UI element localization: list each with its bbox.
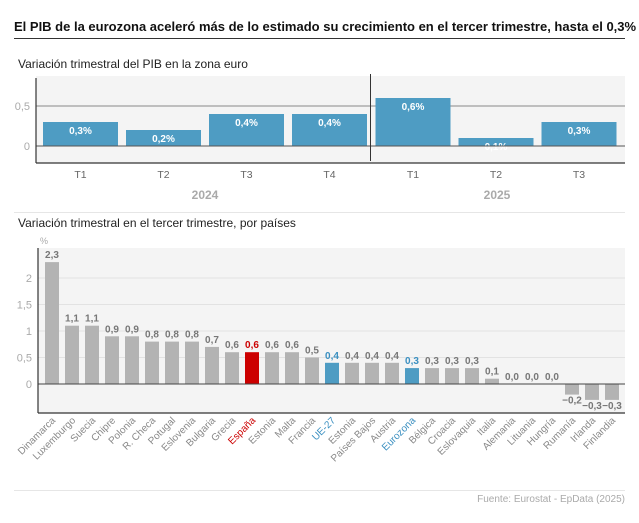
bar-value-label: 0,3% bbox=[69, 126, 92, 137]
bar bbox=[65, 325, 79, 384]
x-tick-label: T1 bbox=[74, 169, 86, 181]
bar-value-label: 0,3% bbox=[568, 126, 591, 137]
bar bbox=[126, 130, 201, 146]
y-tick-label: 0,5 bbox=[15, 101, 30, 113]
bar-value-label: 0,4 bbox=[365, 351, 379, 362]
bar-value-label: 0,3 bbox=[405, 356, 419, 367]
bar bbox=[585, 384, 599, 400]
bar-value-label: 0,4 bbox=[325, 351, 339, 362]
bar-value-label: 0,7 bbox=[205, 335, 219, 346]
bar-value-label: 2,3 bbox=[45, 250, 59, 261]
bar bbox=[565, 384, 579, 395]
bar-value-label: 0,4 bbox=[385, 351, 399, 362]
bar-value-label: 0,9 bbox=[105, 324, 119, 335]
bar bbox=[445, 368, 459, 384]
x-tick-label: T2 bbox=[157, 169, 169, 181]
bar-value-label: 0,3 bbox=[465, 356, 479, 367]
bar bbox=[125, 336, 139, 384]
bar bbox=[345, 362, 359, 384]
bar bbox=[185, 341, 199, 384]
bar bbox=[465, 368, 479, 384]
bar bbox=[458, 138, 534, 146]
bar-value-label: 0,9 bbox=[125, 324, 139, 335]
bar-value-label: 0,4% bbox=[318, 118, 341, 129]
bar bbox=[605, 384, 619, 400]
bar bbox=[105, 336, 119, 384]
bar bbox=[385, 362, 399, 384]
bar bbox=[265, 352, 279, 384]
bar-value-label: 1,1 bbox=[85, 314, 99, 325]
title-divider bbox=[14, 38, 625, 39]
year-label: 2025 bbox=[484, 188, 511, 202]
bar bbox=[165, 341, 179, 384]
bar bbox=[305, 357, 319, 384]
bar-value-label: 0,0 bbox=[525, 372, 539, 383]
bar bbox=[45, 262, 59, 384]
bar bbox=[205, 346, 219, 384]
bar-value-label: 0,8 bbox=[165, 330, 179, 341]
bar-value-label: 0,3 bbox=[445, 356, 459, 367]
bar-value-label: −0,3 bbox=[602, 401, 622, 412]
bar-value-label: 0,1 bbox=[485, 367, 499, 378]
bar-value-label: 0,4 bbox=[345, 351, 359, 362]
bar bbox=[405, 368, 419, 384]
bar bbox=[245, 352, 259, 384]
source-note: Fuente: Eurostat - EpData (2025) bbox=[477, 494, 625, 505]
bar-value-label: 0,3 bbox=[425, 356, 439, 367]
bottom-chart-title: Variación trimestral en el tercer trimes… bbox=[18, 216, 296, 230]
bar bbox=[285, 352, 299, 384]
bar-value-label: 0,2% bbox=[152, 134, 175, 145]
bar bbox=[541, 122, 617, 146]
page-title: El PIB de la eurozona aceleró más de lo … bbox=[14, 19, 637, 34]
bar-value-label: 0,4% bbox=[235, 118, 258, 129]
bar-value-label: 1,1 bbox=[65, 314, 79, 325]
bar-value-label: −0,3 bbox=[582, 401, 602, 412]
y-tick-label: 2 bbox=[26, 273, 32, 285]
y-tick-label: 0 bbox=[24, 141, 30, 153]
y-tick-label: 0,5 bbox=[17, 353, 32, 365]
bar-value-label: 0,0 bbox=[505, 372, 519, 383]
bar bbox=[145, 341, 159, 384]
bar-value-label: 0,5 bbox=[305, 346, 319, 357]
bar-value-label: 0,0 bbox=[545, 372, 559, 383]
x-tick-label: T3 bbox=[240, 169, 252, 181]
bar bbox=[209, 114, 284, 146]
x-tick-label: T2 bbox=[490, 169, 502, 181]
bar bbox=[485, 378, 499, 384]
bar-value-label: 0,8 bbox=[145, 330, 159, 341]
bar bbox=[325, 362, 339, 384]
y-tick-label: 1,5 bbox=[17, 300, 32, 312]
bar-value-label: −0,2 bbox=[562, 396, 582, 407]
bar bbox=[43, 122, 118, 146]
bar-value-label: 0,8 bbox=[185, 330, 199, 341]
y-axis-unit: % bbox=[40, 236, 48, 246]
bar bbox=[225, 352, 239, 384]
bar-value-label: 0,6 bbox=[225, 340, 239, 351]
bar bbox=[425, 368, 439, 384]
bar-value-label: 0,6% bbox=[402, 102, 425, 113]
x-tick-label: T4 bbox=[323, 169, 335, 181]
bar bbox=[375, 98, 451, 146]
y-tick-label: 1 bbox=[26, 326, 32, 338]
bar-value-label: 0,6 bbox=[265, 340, 279, 351]
bar-value-label: 0,6 bbox=[245, 340, 259, 351]
bar bbox=[85, 325, 99, 384]
x-tick-label: T3 bbox=[573, 169, 585, 181]
top-chart-title: Variación trimestral del PIB en la zona … bbox=[18, 57, 248, 71]
x-tick-label: T1 bbox=[407, 169, 419, 181]
y-tick-label: 0 bbox=[26, 379, 32, 391]
bar bbox=[292, 114, 367, 146]
bar-value-label: 0,1% bbox=[485, 142, 508, 153]
bar bbox=[365, 362, 379, 384]
bar-value-label: 0,6 bbox=[285, 340, 299, 351]
section-divider bbox=[14, 212, 625, 213]
footer-divider bbox=[14, 490, 625, 491]
year-label: 2024 bbox=[192, 188, 219, 202]
